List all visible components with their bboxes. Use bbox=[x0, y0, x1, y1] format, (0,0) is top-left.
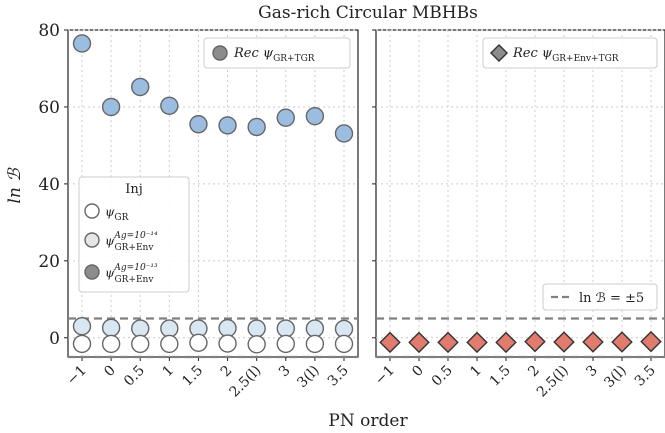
legend-box bbox=[482, 37, 658, 69]
data-point bbox=[101, 334, 121, 354]
data-point bbox=[218, 116, 237, 135]
legend-marker bbox=[212, 45, 228, 61]
data-point bbox=[218, 334, 237, 353]
y-tick-label: 40 bbox=[38, 175, 60, 195]
x-tick-label: 1 bbox=[467, 363, 485, 381]
legend-label: ψGR bbox=[105, 205, 129, 223]
data-point bbox=[218, 318, 237, 338]
data-point bbox=[495, 331, 517, 354]
data-point bbox=[334, 334, 354, 354]
x-tick-label: 3(l) bbox=[294, 363, 323, 392]
data-point bbox=[101, 318, 121, 337]
data-point bbox=[247, 335, 266, 354]
legend-label: ln ℬ = ±5 bbox=[579, 291, 644, 306]
x-tick-label: 3.5 bbox=[325, 363, 352, 390]
data-point bbox=[276, 334, 295, 354]
x-axis-label: PN order bbox=[328, 411, 408, 431]
x-tick-label: 0.5 bbox=[429, 363, 456, 390]
data-point bbox=[189, 115, 208, 134]
y-tick-label: 60 bbox=[38, 98, 60, 118]
data-point bbox=[611, 331, 633, 353]
x-tick-label: 3 bbox=[276, 363, 294, 381]
data-point bbox=[72, 334, 92, 354]
data-point bbox=[160, 334, 179, 354]
x-tick-label: 0 bbox=[409, 363, 427, 381]
data-point bbox=[305, 106, 325, 126]
x-tick-label: 3(l) bbox=[601, 363, 630, 392]
x-tick-label: −1 bbox=[372, 363, 398, 389]
legend-marker bbox=[84, 203, 100, 219]
data-point bbox=[247, 117, 266, 137]
x-tick-label: 0.5 bbox=[121, 363, 148, 390]
data-point bbox=[466, 331, 488, 354]
legend-marker bbox=[84, 232, 100, 248]
data-point bbox=[640, 330, 662, 353]
x-tick-label: 2 bbox=[218, 363, 236, 381]
x-tick-label: 2.5(l) bbox=[227, 363, 265, 401]
data-point bbox=[553, 331, 575, 353]
legend-label: ψAg=10⁻¹³ GR+Env bbox=[105, 263, 158, 285]
data-point bbox=[160, 319, 179, 338]
data-point bbox=[160, 96, 179, 115]
data-point bbox=[437, 331, 459, 354]
data-point bbox=[379, 331, 401, 354]
data-point bbox=[582, 331, 604, 353]
legend-box bbox=[203, 37, 351, 69]
series-0 bbox=[379, 330, 662, 354]
legend-label: Rec ψGR+Env+TGR bbox=[512, 46, 619, 64]
legend-box bbox=[542, 283, 658, 311]
figure-title: Gas-rich Circular MBHBs bbox=[258, 3, 478, 23]
series-2 bbox=[72, 333, 354, 354]
y-tick-label: 20 bbox=[38, 252, 60, 272]
x-tick-label: 1 bbox=[160, 363, 178, 381]
x-tick-label: 1.5 bbox=[179, 363, 206, 390]
legend-marker bbox=[489, 43, 509, 63]
right-panel: −1 0 0.5 1 1.5 22.5(l) 3 3(l) 3.5 Rec ψGR+Env+TGR… bbox=[372, 29, 665, 401]
y-axis-label-text: ln ℬ bbox=[5, 167, 25, 204]
legend-label: ψAg=10⁻¹⁴ GR+Env bbox=[105, 231, 158, 253]
data-point bbox=[131, 77, 150, 97]
series-1 bbox=[72, 317, 354, 339]
x-tick-label: 3.5 bbox=[632, 363, 659, 390]
data-point bbox=[276, 319, 295, 338]
data-point bbox=[334, 124, 354, 143]
data-point bbox=[131, 334, 150, 354]
x-tick-label: 1.5 bbox=[487, 363, 514, 390]
x-tick-label: −1 bbox=[64, 363, 90, 389]
x-tick-label: 2.5(l) bbox=[534, 363, 572, 401]
x-tick-label: 0 bbox=[101, 363, 119, 381]
legend-marker bbox=[84, 264, 100, 280]
data-point bbox=[524, 330, 546, 353]
data-point bbox=[189, 333, 208, 352]
legend-box bbox=[78, 176, 190, 293]
data-point bbox=[72, 317, 92, 336]
x-tick-label: 3 bbox=[583, 363, 601, 381]
data-point bbox=[305, 334, 325, 354]
series-0 bbox=[72, 34, 354, 143]
data-point bbox=[72, 34, 92, 53]
data-point bbox=[131, 319, 150, 338]
legend-title: Inj bbox=[125, 182, 143, 197]
legend-label: Rec ψGR+TGR bbox=[233, 46, 315, 64]
x-tick-label: 2 bbox=[525, 363, 543, 381]
y-tick-label: 80 bbox=[38, 21, 60, 41]
data-point bbox=[276, 108, 295, 127]
data-point bbox=[305, 319, 325, 338]
data-point bbox=[101, 97, 121, 117]
y-tick-label: 0 bbox=[49, 329, 60, 349]
data-point bbox=[408, 331, 430, 354]
y-axis-label: ln ℬ bbox=[5, 167, 25, 204]
data-point bbox=[247, 319, 266, 338]
